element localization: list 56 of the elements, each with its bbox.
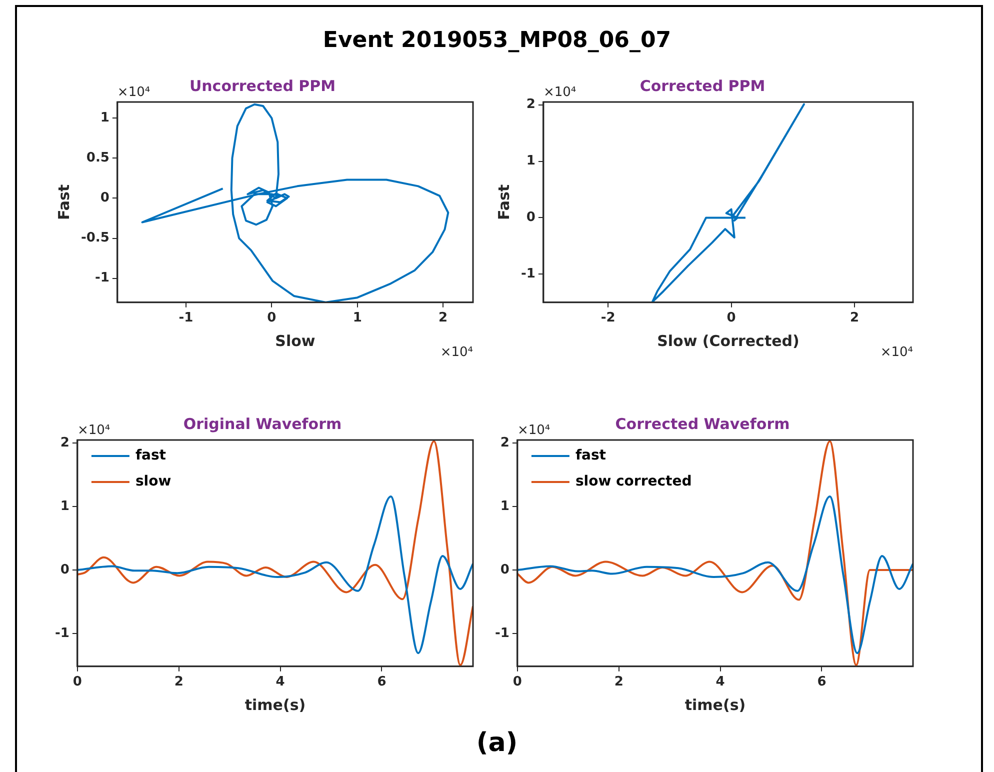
text: ×10⁴ [543, 84, 576, 100]
x-axis-title: time(s) [244, 696, 306, 714]
line-series [77, 495, 473, 654]
y-tick-label: -0.5 [80, 230, 110, 246]
legend-label: fast [575, 448, 606, 464]
y-tick-label: 0.5 [86, 150, 110, 166]
legend-label: slow [135, 474, 172, 490]
legend-label: slow corrected [575, 474, 692, 490]
legend-label: fast [135, 448, 166, 464]
x-axis-title: Slow [275, 332, 316, 350]
y-tick-label: 2 [60, 436, 70, 451]
y-tick-label: 2 [526, 97, 536, 112]
text: ×10⁴ [77, 422, 110, 438]
text: ×10⁴ [880, 344, 913, 360]
x-tick-label: 2 [850, 310, 860, 326]
y-axis-title: Fast [494, 184, 513, 220]
chart-title: Original Waveform [183, 414, 342, 433]
y-tick-label: -1 [94, 270, 110, 286]
y-tick-label: -1 [520, 266, 536, 282]
text: ×10⁴ [440, 344, 473, 360]
y-tick-label: 0 [526, 210, 536, 226]
x-tick-label: 0 [267, 310, 276, 326]
x-tick-label: 1 [352, 310, 362, 326]
x-tick-label: 2 [438, 310, 448, 326]
chart-title: Corrected Waveform [615, 414, 790, 433]
y-axis-title: Fast [54, 184, 73, 220]
x-axis-title: Slow (Corrected) [657, 332, 800, 350]
x-tick-label: 0 [726, 310, 736, 326]
y-tick-label: 2 [500, 436, 510, 451]
y-tick-label: 0 [60, 562, 70, 578]
y-tick-label: -1 [54, 626, 70, 641]
chart-title: Corrected PPM [640, 76, 766, 95]
x-tick-label: 0 [512, 674, 522, 690]
y-tick-label: 1 [500, 498, 510, 514]
x-tick-label: 6 [817, 674, 826, 690]
y-tick-label: 0 [100, 190, 110, 206]
x-tick-label: -1 [178, 310, 194, 326]
text: (a) [475, 728, 519, 758]
line-series [517, 495, 913, 654]
text: ×10⁴ [517, 422, 550, 438]
x-axis-title: time(s) [684, 696, 746, 714]
x-tick-label: 0 [72, 674, 82, 690]
x-tick-label: 4 [276, 674, 285, 690]
text: Event 2019053_MP08_06_07 [322, 28, 672, 53]
y-tick-label: 0 [500, 562, 510, 578]
x-tick-label: 2 [174, 674, 184, 690]
text: ×10⁴ [117, 84, 150, 100]
x-tick-label: 6 [377, 674, 386, 690]
y-tick-label: 1 [526, 154, 536, 169]
chart-title: Uncorrected PPM [189, 76, 336, 95]
y-tick-label: 1 [100, 110, 110, 126]
x-tick-label: 4 [716, 674, 725, 690]
y-tick-label: -1 [494, 626, 510, 641]
y-tick-label: 1 [60, 498, 70, 514]
x-tick-label: 2 [614, 674, 624, 690]
x-tick-label: -2 [600, 310, 616, 326]
